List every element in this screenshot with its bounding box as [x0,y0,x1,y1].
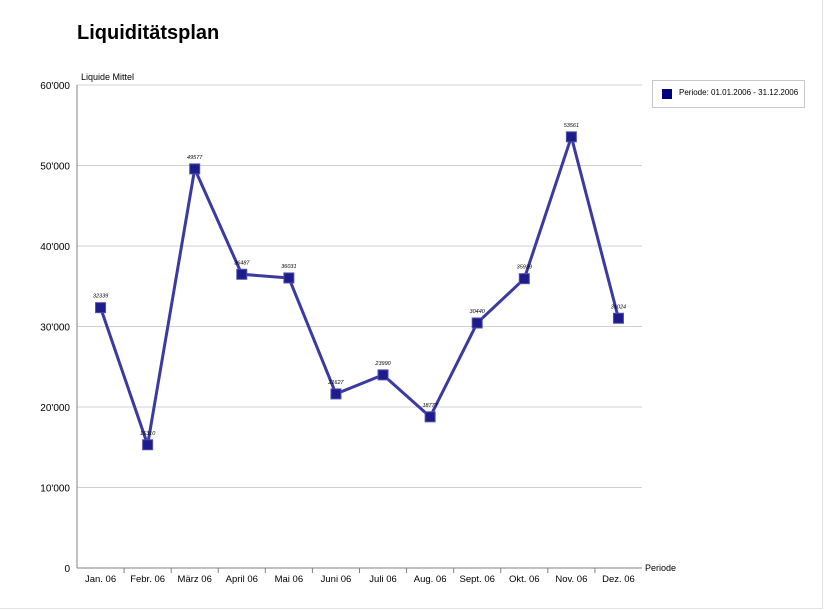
data-point [377,369,389,381]
x-tick-label: Nov. 06 [555,574,587,585]
data-label: 53561 [564,123,579,129]
y-tick-label: 40'000 [40,242,70,253]
data-point [95,302,107,314]
chart-title: Liquiditätsplan [77,22,220,44]
y-tick-label: 0 [64,564,70,575]
y-tick-label: 50'000 [40,162,70,173]
x-tick-label: Jan. 06 [85,574,116,585]
y-tick-label: 20'000 [40,403,70,414]
data-point [142,439,154,451]
data-label: 36487 [234,260,250,266]
x-tick-label: April 06 [226,574,258,585]
legend-swatch [662,89,672,99]
data-point [518,273,530,285]
legend: Periode: 01.01.2006 - 31.12.2006 [652,80,805,108]
data-label: 23990 [374,361,391,367]
series-line [99,135,620,447]
x-tick-label: Mai 06 [275,574,304,585]
data-label: 31024 [611,304,626,310]
data-label: 18777 [422,403,438,409]
x-tick-label: März 06 [178,574,212,585]
x-axis-label: Periode [645,563,676,573]
legend-label: Periode: 01.01.2006 - 31.12.2006 [679,88,799,97]
x-tick-label: Febr. 06 [130,574,165,585]
x-tick-label: Juli 06 [369,574,396,585]
data-label: 21627 [327,380,344,386]
data-point [471,317,483,329]
data-label: 30440 [470,309,486,315]
x-tick-label: Juni 06 [321,574,352,585]
data-label: 35939 [517,265,532,271]
data-label: 32339 [93,294,108,300]
y-axis-label: Liquide Mittel [81,72,134,82]
data-point [236,268,248,280]
data-point [612,312,624,324]
y-tick-label: 60'000 [40,81,70,92]
data-point [565,131,577,143]
data-point [330,388,342,400]
x-tick-label: Sept. 06 [460,574,495,585]
data-point [424,411,436,423]
data-label: 49577 [187,155,203,161]
x-tick-label: Dez. 06 [602,574,635,585]
x-tick-label: Aug. 06 [414,574,447,585]
data-label: 36031 [281,264,296,270]
data-point [283,272,295,284]
y-tick-label: 30'000 [40,323,70,334]
data-point [189,163,201,175]
y-tick-label: 10'000 [40,484,70,495]
x-tick-label: Okt. 06 [509,574,540,585]
data-label: 15310 [140,431,156,437]
